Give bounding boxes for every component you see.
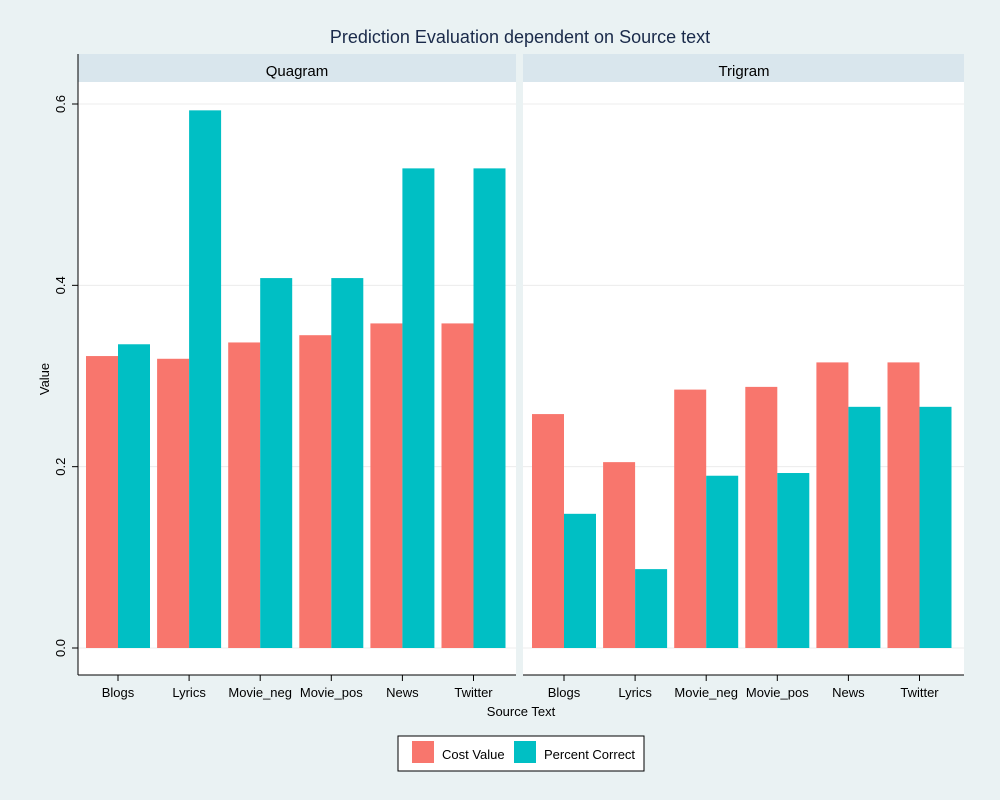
x-tick-label-blogs: Blogs [102,685,135,700]
x-tick-label-lyrics: Lyrics [172,685,206,700]
facet-label-trigram: Trigram [718,63,769,80]
legend-label-percent-correct: Percent Correct [544,747,635,762]
bar-trigram-lyrics-percent-correct [635,569,668,648]
x-tick-label-lyrics: Lyrics [618,685,652,700]
legend-swatch-percent-correct [514,741,536,763]
legend-label-cost-value: Cost Value [442,747,505,762]
bar-quagram-movie-pos-cost-value [299,335,332,648]
bar-trigram-news-cost-value [816,362,849,648]
bar-quagram-movie-neg-cost-value [228,342,261,648]
legend-swatch-cost-value [412,741,434,763]
bar-quagram-news-cost-value [370,323,403,648]
bar-quagram-news-percent-correct [402,168,435,648]
y-tick-label: 0.2 [53,458,68,476]
bar-trigram-movie-neg-cost-value [674,389,707,648]
x-tick-label-movie-neg: Movie_neg [674,685,738,700]
x-tick-label-news: News [832,685,865,700]
bar-trigram-twitter-percent-correct [919,406,952,648]
x-axis-ticks: Blogs Lyrics Movie_neg Movie_pos News Twitter… [102,675,939,700]
x-tick-label-news: News [386,685,419,700]
bar-quagram-lyrics-cost-value [157,358,190,648]
bar-quagram-lyrics-percent-correct [189,110,222,648]
bar-trigram-movie-neg-percent-correct [706,475,739,648]
bar-trigram-news-percent-correct [848,406,881,648]
bar-quagram-movie-neg-percent-correct [260,278,293,648]
bar-quagram-movie-pos-percent-correct [331,278,364,648]
bar-quagram-blogs-percent-correct [118,344,150,648]
bars-layer [86,110,952,648]
y-tick-label: 0.0 [53,639,68,657]
bar-quagram-twitter-percent-correct [473,168,506,648]
bar-trigram-blogs-percent-correct [564,513,596,648]
bar-trigram-blogs-cost-value [532,414,564,648]
x-tick-label-twitter: Twitter [900,685,939,700]
x-tick-label-twitter: Twitter [454,685,493,700]
x-tick-label-blogs: Blogs [548,685,581,700]
bar-quagram-twitter-cost-value [441,323,474,648]
x-axis-title: Source Text [487,704,556,719]
chart-title: Prediction Evaluation dependent on Sourc… [330,27,710,47]
y-axis-ticks: 0.0 0.2 0.4 0.6 [53,95,78,657]
facet-strip-quagram [78,54,516,82]
facet-label-quagram: Quagram [266,63,329,80]
facet-strip-trigram [523,54,964,82]
bar-quagram-blogs-cost-value [86,356,118,648]
bar-trigram-twitter-cost-value [887,362,920,648]
y-axis-title: Value [37,363,52,395]
x-tick-label-movie-pos: Movie_pos [746,685,809,700]
x-tick-label-movie-neg: Movie_neg [228,685,292,700]
bar-trigram-movie-pos-cost-value [745,386,778,648]
y-tick-label: 0.6 [53,95,68,113]
legend: Cost Value Percent Correct [397,735,645,772]
x-tick-label-movie-pos: Movie_pos [300,685,363,700]
bar-trigram-lyrics-cost-value [603,462,636,648]
bar-trigram-movie-pos-percent-correct [777,473,810,648]
y-tick-label: 0.4 [53,276,68,294]
